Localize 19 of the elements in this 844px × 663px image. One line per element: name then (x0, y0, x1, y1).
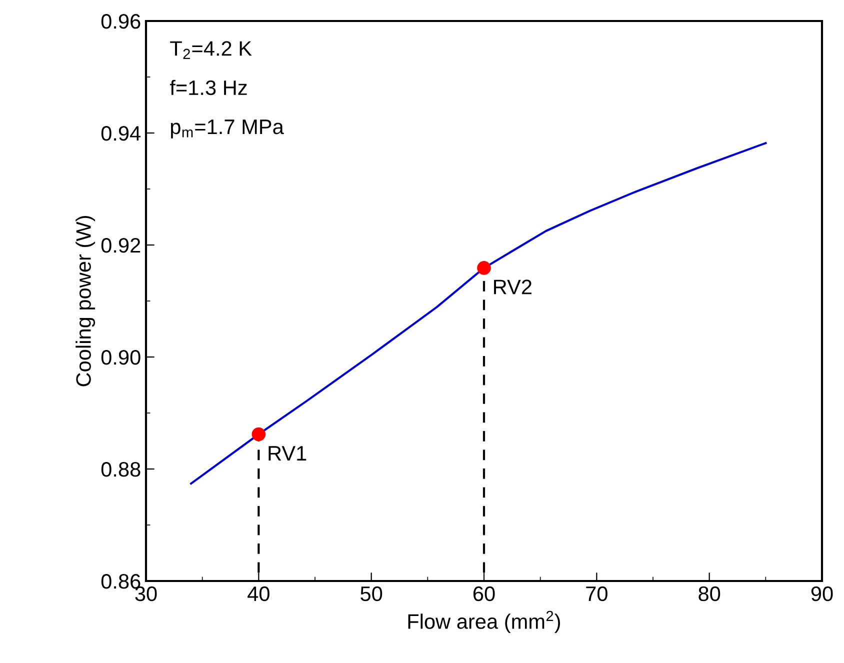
annotation: RV2 (494, 280, 532, 294)
y-tick-label: 0.90 (101, 350, 140, 365)
x-axis-title: Flow area (mm$^{2}$) (408, 610, 560, 634)
y-tick-label: 0.94 (101, 126, 141, 141)
x-tick-label: 70 (586, 586, 608, 602)
annotation: T$_{2}$=4.2 K (170, 41, 252, 59)
x-tick-label: 50 (360, 586, 382, 602)
annotation: f=1.3 Hz (170, 80, 247, 96)
line-series (190, 142, 767, 485)
y-tick-label: 0.96 (101, 14, 140, 29)
annotation: RV1 (268, 446, 306, 460)
x-tick-label: 90 (811, 586, 833, 602)
y-tick-label: 0.92 (101, 238, 140, 253)
x-tick-label: 40 (248, 586, 270, 602)
x-tick-label: 60 (473, 586, 495, 602)
y-tick-label: 0.88 (101, 462, 140, 477)
x-tick-label: 80 (698, 586, 720, 602)
annotation: p$_{m}$=1.7 MPa (171, 120, 284, 138)
y-axis-title: Cooling power (W) (76, 216, 96, 386)
